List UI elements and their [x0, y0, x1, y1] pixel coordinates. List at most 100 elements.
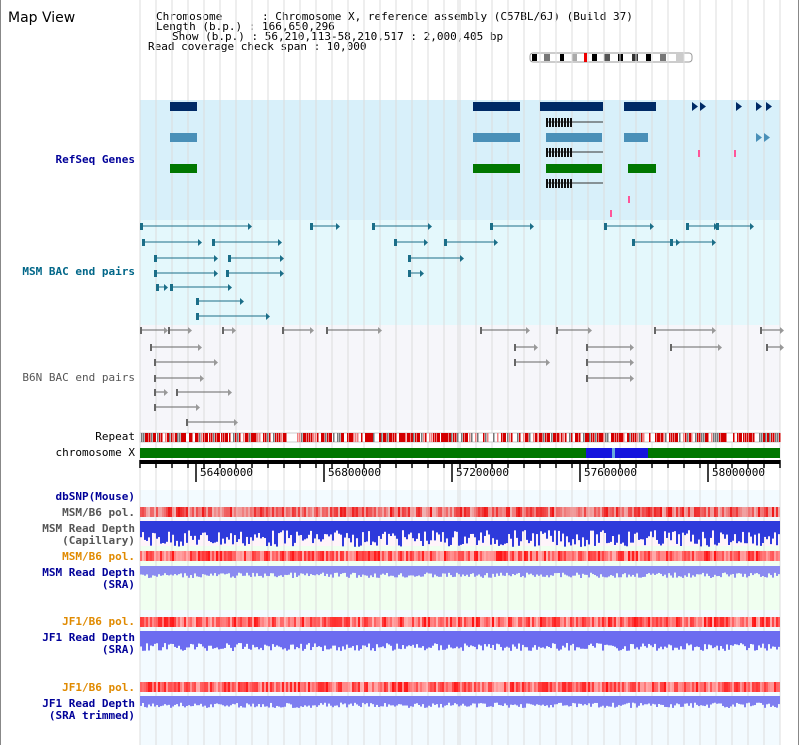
- depth-bar: [550, 696, 552, 706]
- depth-bar: [404, 521, 406, 538]
- repeat-mark: [265, 433, 267, 442]
- depth-bar: [726, 566, 728, 575]
- repeat-mark: [723, 433, 726, 442]
- gene-exon: [561, 118, 563, 127]
- pol-heat: [460, 551, 462, 561]
- pol-heat: [562, 507, 564, 517]
- pol-heat: [250, 617, 252, 627]
- track-label-jf1-depth-trimmed-1[interactable]: JF1 Read Depth: [42, 697, 135, 710]
- depth-bar: [716, 696, 718, 704]
- bac-end: [248, 223, 252, 230]
- pol-heat: [618, 507, 620, 517]
- pol-heat: [568, 617, 570, 627]
- track-label-b6n-bac[interactable]: B6N BAC end pairs: [22, 371, 135, 384]
- depth-bar: [242, 566, 244, 576]
- pol-heat: [166, 551, 168, 561]
- repeat-mark: [685, 433, 687, 442]
- pol-heat: [498, 551, 500, 561]
- pol-heat: [712, 507, 714, 517]
- depth-bar: [740, 566, 742, 574]
- pol-heat: [162, 507, 164, 517]
- pol-heat: [546, 617, 548, 627]
- depth-bar: [518, 696, 520, 707]
- depth-bar: [576, 696, 578, 708]
- pol-heat: [348, 551, 350, 561]
- pol-heat: [298, 507, 300, 517]
- depth-bar: [260, 566, 262, 576]
- depth-bar: [272, 696, 274, 708]
- pol-heat: [472, 507, 474, 517]
- track-label-jf1-b6-pol-2[interactable]: JF1/B6 pol.: [62, 681, 135, 694]
- depth-bar: [370, 521, 372, 546]
- depth-bar: [524, 521, 526, 531]
- depth-bar: [480, 566, 482, 577]
- depth-bar: [600, 521, 602, 532]
- pol-heat: [318, 507, 320, 517]
- track-label-dbsnp[interactable]: dbSNP(Mouse): [55, 490, 135, 503]
- depth-bar: [190, 696, 192, 707]
- pol-heat: [312, 682, 314, 692]
- repeat-mark: [599, 433, 602, 442]
- pol-heat: [264, 551, 266, 561]
- depth-bar: [632, 521, 634, 543]
- depth-bar: [244, 631, 246, 647]
- pol-heat: [282, 617, 284, 627]
- pol-heat: [466, 507, 468, 517]
- pol-heat: [544, 617, 546, 627]
- track-label-msm-b6-pol-2[interactable]: MSM/B6 pol.: [62, 550, 135, 563]
- depth-bar: [422, 521, 424, 546]
- pol-heat: [638, 617, 640, 627]
- depth-bar: [158, 521, 160, 538]
- track-label-jf1-b6-pol-1[interactable]: JF1/B6 pol.: [62, 615, 135, 628]
- depth-bar: [626, 521, 628, 547]
- gene-exon: [558, 179, 560, 188]
- pol-heat: [698, 551, 700, 561]
- pol-heat: [426, 551, 428, 561]
- track-label-refseq[interactable]: RefSeq Genes: [55, 153, 135, 166]
- depth-bar: [508, 566, 510, 576]
- track-label-msm-depth-capillary-1[interactable]: MSM Read Depth: [42, 522, 135, 535]
- depth-bar: [682, 696, 684, 707]
- depth-bar: [214, 521, 216, 543]
- pol-heat: [694, 551, 696, 561]
- depth-bar: [726, 696, 728, 707]
- pol-heat: [614, 617, 616, 627]
- depth-bar: [770, 631, 772, 649]
- depth-bar: [264, 566, 266, 574]
- depth-bar: [370, 631, 372, 651]
- pol-heat: [544, 551, 546, 561]
- repeat-mark: [357, 433, 359, 442]
- track-label-msm-depth-sra-1[interactable]: MSM Read Depth: [42, 566, 135, 579]
- depth-bar: [202, 631, 204, 647]
- repeat-mark: [695, 433, 697, 442]
- depth-bar: [156, 631, 158, 644]
- pol-heat: [636, 551, 638, 561]
- bac-end: [750, 223, 754, 230]
- depth-bar: [240, 566, 242, 574]
- repeat-mark: [389, 433, 392, 442]
- pol-heat: [282, 507, 284, 517]
- track-label-msm-b6-pol-1[interactable]: MSM/B6 pol.: [62, 506, 135, 519]
- depth-bar: [222, 631, 224, 649]
- depth-bar: [214, 631, 216, 649]
- depth-bar: [550, 521, 552, 536]
- pol-heat: [310, 682, 312, 692]
- track-label-jf1-depth-sra-1[interactable]: JF1 Read Depth: [42, 631, 135, 644]
- depth-bar: [164, 566, 166, 574]
- depth-bar: [344, 696, 346, 704]
- pol-heat: [708, 507, 710, 517]
- gene-exon: [570, 118, 572, 127]
- repeat-mark: [649, 433, 651, 442]
- depth-bar: [600, 566, 602, 575]
- gene-exon: [549, 118, 551, 127]
- depth-bar: [394, 566, 396, 578]
- depth-bar: [532, 631, 534, 648]
- pol-heat: [194, 507, 196, 517]
- bac-end: [444, 239, 447, 246]
- pol-heat: [754, 551, 756, 561]
- track-label-msm-bac[interactable]: MSM BAC end pairs: [22, 265, 135, 278]
- pol-heat: [358, 551, 360, 561]
- pol-heat: [404, 682, 406, 692]
- pol-heat: [596, 551, 598, 561]
